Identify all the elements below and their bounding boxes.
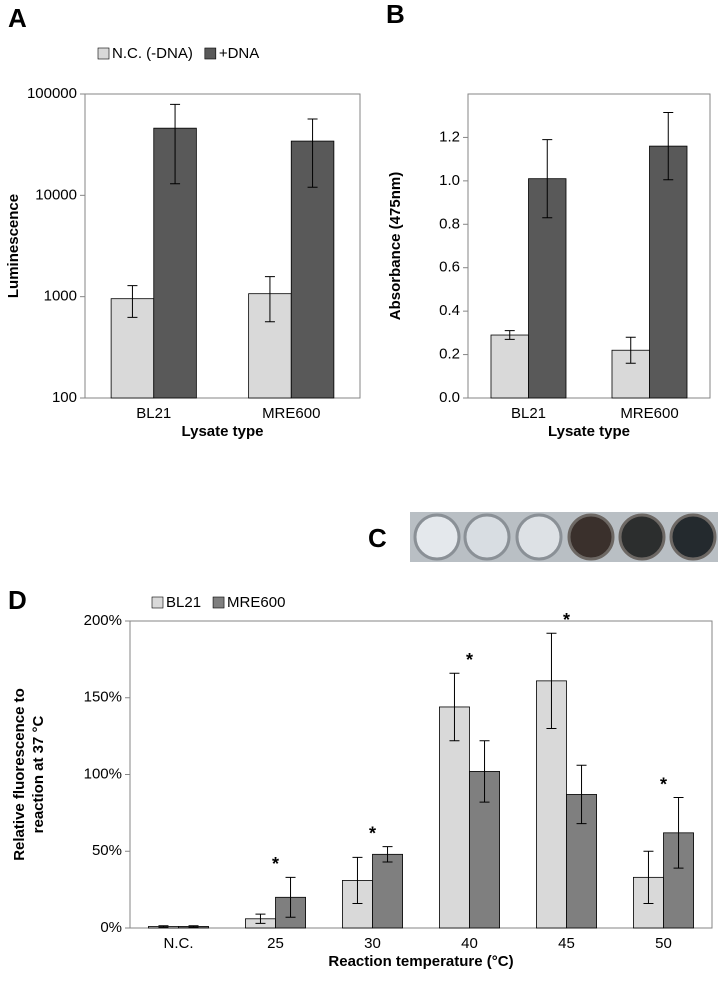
- well: [618, 513, 666, 561]
- well: [463, 513, 511, 561]
- bar: [372, 853, 403, 929]
- legend-swatch: [97, 47, 110, 60]
- y-tick-label: 100%: [84, 765, 122, 782]
- error-bar: [127, 285, 138, 318]
- y-tick-label: 1.0: [439, 172, 460, 189]
- y-axis-label: Luminescence: [5, 194, 22, 298]
- error-bar: [479, 740, 490, 803]
- y-tick-label: 1000: [44, 288, 77, 305]
- error-bar: [504, 330, 515, 340]
- y-tick-label: 100000: [27, 85, 77, 102]
- y-tick-label: 150%: [84, 689, 122, 706]
- legend-swatch: [212, 596, 225, 609]
- x-tick-label: BL21: [136, 405, 171, 422]
- well: [567, 513, 615, 561]
- legend-swatch: [151, 596, 164, 609]
- error-bar: [285, 876, 296, 918]
- legend-label: N.C. (-DNA): [112, 45, 193, 62]
- bar: [490, 334, 529, 399]
- plot-frame: [129, 620, 713, 929]
- annotation: *: [563, 610, 570, 630]
- error-bar: [449, 672, 460, 742]
- y-tick-label: 50%: [92, 842, 122, 859]
- panel-letter: A: [8, 3, 27, 33]
- panel-letter: B: [386, 0, 405, 29]
- x-tick-label: 45: [558, 935, 575, 952]
- y-tick-label: 100: [52, 389, 77, 406]
- error-bar: [170, 103, 181, 185]
- x-tick-label: 30: [364, 935, 381, 952]
- x-tick-label: N.C.: [164, 935, 194, 952]
- x-axis-label: Lysate type: [182, 423, 264, 440]
- x-tick-label: BL21: [511, 405, 546, 422]
- error-bar: [625, 336, 636, 364]
- plate: [410, 512, 718, 562]
- well: [669, 513, 717, 561]
- error-bar: [673, 797, 684, 869]
- error-bar: [546, 632, 557, 729]
- x-tick-label: MRE600: [262, 405, 320, 422]
- bar: [439, 706, 470, 929]
- well: [413, 513, 461, 561]
- well-photo: [410, 512, 718, 562]
- y-tick-label: 10000: [35, 186, 77, 203]
- plot-frame: [467, 93, 711, 399]
- legend-label: +DNA: [219, 45, 259, 62]
- y-tick-label: 0%: [100, 919, 122, 936]
- y-axis-label: reaction at 37 °C: [30, 715, 47, 833]
- error-bar: [264, 276, 275, 323]
- x-tick-label: 25: [267, 935, 284, 952]
- error-bar: [542, 139, 553, 219]
- x-tick-label: 50: [655, 935, 672, 952]
- error-bar: [352, 856, 363, 904]
- legend-label: BL21: [166, 594, 201, 611]
- error-bar: [158, 925, 169, 928]
- y-tick-label: 200%: [84, 612, 122, 629]
- y-axis-label: Absorbance (475nm): [387, 172, 404, 320]
- error-bar: [382, 846, 393, 863]
- legend-swatch: [204, 47, 217, 60]
- legend-label: MRE600: [227, 594, 285, 611]
- y-tick-label: 1.2: [439, 128, 460, 145]
- y-tick-label: 0.4: [439, 302, 460, 319]
- error-bar: [255, 913, 266, 924]
- panel-letter: C: [368, 523, 387, 553]
- y-tick-label: 0.6: [439, 259, 460, 276]
- error-bar: [307, 118, 318, 188]
- annotation: *: [272, 854, 279, 874]
- error-bar: [663, 111, 674, 181]
- x-tick-label: 40: [461, 935, 478, 952]
- y-axis-label: Relative fluorescence to: [11, 688, 28, 861]
- annotation: *: [466, 650, 473, 670]
- panel-letter: D: [8, 585, 27, 615]
- x-tick-label: MRE600: [620, 405, 678, 422]
- plot-frame: [84, 93, 361, 399]
- x-axis-label: Reaction temperature (°C): [328, 953, 513, 970]
- y-tick-label: 0.8: [439, 215, 460, 232]
- error-bar: [576, 764, 587, 825]
- error-bar: [643, 850, 654, 904]
- well: [515, 513, 563, 561]
- bar: [649, 145, 688, 399]
- y-tick-label: 0.0: [439, 389, 460, 406]
- error-bar: [188, 925, 199, 928]
- annotation: *: [660, 774, 667, 794]
- x-axis-label: Lysate type: [548, 423, 630, 440]
- annotation: *: [369, 823, 376, 843]
- y-tick-label: 0.2: [439, 346, 460, 363]
